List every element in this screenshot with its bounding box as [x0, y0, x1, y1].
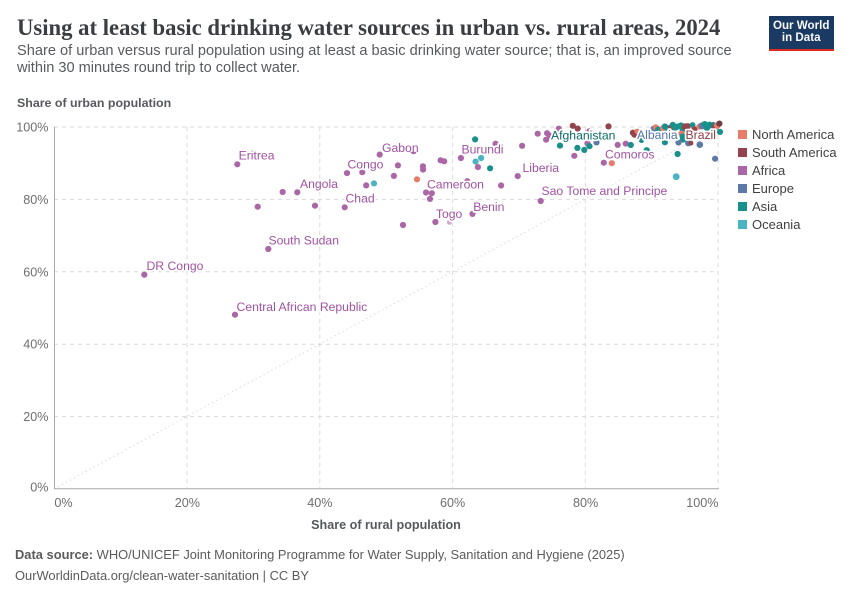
svg-text:100%: 100% [686, 496, 718, 510]
svg-text:60%: 60% [23, 265, 48, 279]
svg-text:Central African Republic: Central African Republic [237, 300, 368, 314]
svg-text:Gabon: Gabon [382, 141, 419, 155]
svg-text:20%: 20% [175, 496, 200, 510]
svg-text:Albania: Albania [637, 128, 678, 142]
svg-text:20%: 20% [23, 410, 48, 424]
svg-text:Congo: Congo [348, 157, 384, 171]
svg-text:Brazil: Brazil [686, 128, 716, 142]
svg-text:80%: 80% [573, 496, 598, 510]
svg-text:Cameroon: Cameroon [427, 178, 484, 192]
svg-text:40%: 40% [307, 496, 332, 510]
svg-text:Afghanistan: Afghanistan [551, 128, 615, 142]
svg-text:Sao Tome and Principe: Sao Tome and Principe [542, 184, 668, 198]
svg-text:Togo: Togo [436, 207, 463, 221]
svg-text:100%: 100% [16, 121, 48, 135]
svg-text:0%: 0% [30, 481, 48, 495]
svg-text:DR Congo: DR Congo [147, 259, 204, 273]
svg-text:Chad: Chad [346, 192, 375, 206]
svg-text:Comoros: Comoros [605, 147, 654, 161]
svg-text:Eritrea: Eritrea [239, 148, 275, 162]
svg-text:Benin: Benin [473, 200, 504, 214]
svg-text:60%: 60% [440, 496, 465, 510]
svg-text:Liberia: Liberia [523, 161, 560, 175]
svg-text:40%: 40% [23, 338, 48, 352]
svg-text:Angola: Angola [300, 177, 338, 191]
svg-text:Burundi: Burundi [462, 142, 504, 156]
svg-text:0%: 0% [54, 496, 72, 510]
svg-text:80%: 80% [23, 193, 48, 207]
svg-text:South Sudan: South Sudan [269, 234, 339, 248]
